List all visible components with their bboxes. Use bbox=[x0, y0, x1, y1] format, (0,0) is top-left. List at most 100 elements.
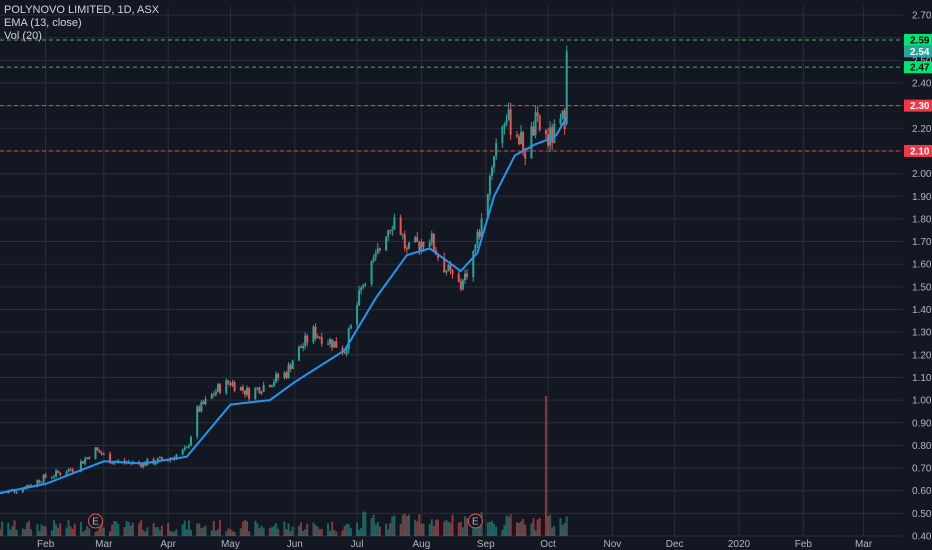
volume-bar bbox=[403, 513, 406, 536]
candle bbox=[86, 457, 89, 460]
volume-bar bbox=[459, 521, 462, 536]
candle-body bbox=[142, 462, 145, 468]
candle-body bbox=[463, 273, 466, 281]
candle-body bbox=[472, 251, 475, 278]
candle-body bbox=[229, 383, 232, 386]
volume-bar bbox=[196, 523, 199, 536]
candle bbox=[561, 110, 564, 120]
candle bbox=[370, 260, 373, 287]
volume-bar bbox=[138, 523, 141, 536]
candle-body bbox=[457, 273, 460, 282]
candle-body bbox=[260, 391, 263, 394]
candle-body bbox=[57, 470, 60, 473]
ema-indicator-label[interactable]: EMA (13, close) bbox=[4, 17, 82, 29]
volume-bar bbox=[329, 530, 332, 536]
candle-body bbox=[318, 336, 321, 338]
candle bbox=[493, 155, 496, 173]
volume-bar bbox=[42, 526, 45, 536]
candle bbox=[216, 382, 219, 393]
candle bbox=[515, 130, 518, 139]
earnings-marker-circle[interactable] bbox=[87, 513, 103, 529]
candle bbox=[277, 372, 280, 381]
candle bbox=[314, 323, 317, 341]
volume-bar bbox=[524, 524, 527, 536]
candle-body bbox=[480, 218, 483, 238]
candle-body bbox=[316, 336, 319, 339]
candle bbox=[472, 250, 475, 282]
volume-bar bbox=[167, 523, 170, 536]
volume-bar bbox=[490, 520, 493, 536]
candle-body bbox=[447, 264, 450, 271]
candle-body bbox=[227, 380, 230, 384]
volume-bar bbox=[349, 528, 352, 536]
candle bbox=[241, 384, 244, 394]
volume-bar bbox=[289, 531, 292, 536]
y-tick-label: 1.30 bbox=[912, 328, 932, 339]
candle bbox=[28, 484, 31, 487]
candle bbox=[405, 245, 408, 254]
symbol-title[interactable]: POLYNOVO LIMITED, 1D, ASX bbox=[4, 4, 160, 16]
candle-body bbox=[476, 231, 479, 245]
y-tick-label: 0.90 bbox=[912, 418, 932, 429]
candle-body bbox=[44, 474, 47, 478]
time-axis[interactable]: Feb Mar Apr May Jun Jul Aug Sep Oct Nov Dec 2020 Feb… bbox=[37, 539, 873, 550]
candle-body bbox=[287, 364, 290, 378]
candle-body bbox=[291, 360, 294, 370]
candle-body bbox=[343, 352, 346, 354]
candle bbox=[333, 341, 336, 348]
volume-bar bbox=[158, 530, 161, 536]
volume-bar bbox=[449, 522, 452, 536]
candle bbox=[123, 457, 126, 465]
volume-bar bbox=[501, 530, 504, 536]
candle bbox=[210, 392, 213, 400]
earnings-marker[interactable]: E bbox=[467, 513, 483, 529]
candle bbox=[459, 278, 462, 292]
candle-body bbox=[536, 112, 539, 116]
volume-bar bbox=[515, 522, 518, 536]
candle bbox=[393, 213, 396, 231]
volume-bar bbox=[260, 525, 263, 536]
volume-indicator-label[interactable]: Vol (20) bbox=[4, 30, 42, 42]
candle bbox=[478, 228, 481, 240]
candle-body bbox=[326, 343, 329, 345]
y-tick-label: 0.60 bbox=[912, 486, 932, 497]
candle-body bbox=[522, 132, 525, 153]
volume-bar bbox=[333, 529, 336, 536]
candle bbox=[326, 339, 329, 345]
volume-bar bbox=[347, 524, 350, 536]
candle-body bbox=[389, 230, 392, 232]
volume-bar bbox=[275, 523, 278, 536]
candle bbox=[447, 264, 450, 272]
candle bbox=[44, 472, 47, 479]
price-tags: 2.59 2.47 2.30 2.10 2.54 bbox=[904, 33, 932, 157]
candle bbox=[414, 235, 417, 243]
volume-bar bbox=[302, 530, 305, 536]
y-tick-label: 1.80 bbox=[912, 214, 932, 225]
candle-body bbox=[111, 463, 114, 465]
earnings-marker-circle[interactable] bbox=[467, 513, 483, 529]
candle bbox=[385, 235, 388, 252]
candle bbox=[258, 386, 261, 394]
volume-bar bbox=[517, 522, 520, 536]
volume-bar bbox=[154, 527, 157, 536]
candle-body bbox=[216, 384, 219, 392]
candle bbox=[254, 387, 257, 400]
candle bbox=[549, 121, 552, 153]
earnings-marker[interactable]: E bbox=[87, 513, 103, 529]
x-tick-label: Aug bbox=[413, 539, 431, 550]
volume-bar bbox=[335, 531, 338, 536]
candle-body bbox=[98, 450, 101, 453]
candle-body bbox=[349, 324, 352, 329]
volume-bar bbox=[50, 530, 53, 536]
candle-body bbox=[449, 264, 452, 271]
candle bbox=[181, 448, 184, 456]
volume-bar bbox=[241, 521, 244, 536]
candle-body bbox=[520, 132, 523, 145]
volume-bar bbox=[445, 520, 448, 536]
volume-bar bbox=[532, 518, 535, 536]
volume-bar bbox=[86, 526, 89, 536]
candle-body bbox=[532, 126, 535, 136]
price-tag-label: 2.47 bbox=[910, 63, 930, 74]
